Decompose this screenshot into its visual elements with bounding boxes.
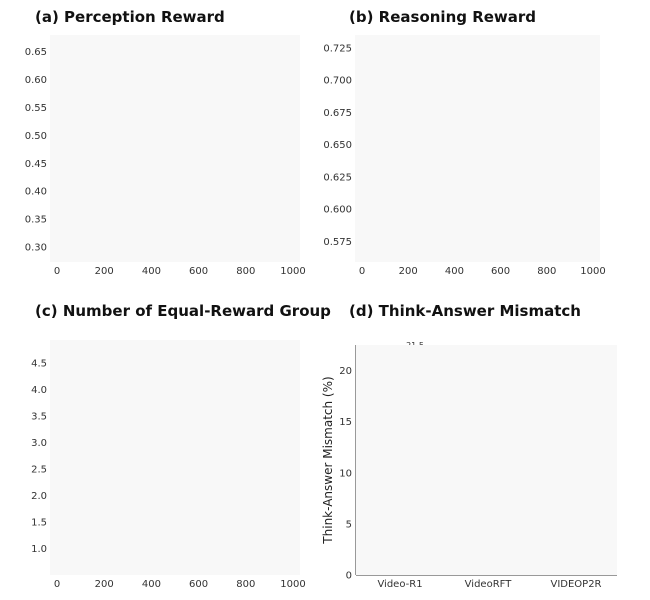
y-axis-label: Think-Answer Mismatch (%) (321, 376, 335, 544)
y-tick-label: 3.5 (31, 411, 47, 422)
y-tick-label: 0.725 (323, 43, 352, 54)
x-tick-label: 400 (445, 266, 464, 277)
x-tick-label: 800 (537, 266, 556, 277)
y-tick-label: 20 (339, 366, 352, 377)
x-tick-label: 1000 (580, 266, 605, 277)
y-tick-label: 2.5 (31, 464, 47, 475)
y-tick-label: 3.0 (31, 438, 47, 449)
title-c: (c) Number of Equal-Reward Group (35, 302, 331, 320)
x-tick-label: VideoRFT (465, 579, 513, 590)
x-tick-label: Video-R1 (377, 579, 422, 590)
y-tick-label: 1.0 (31, 544, 47, 555)
x-tick-label: 1000 (280, 579, 305, 590)
y-tick-label: 0.600 (323, 205, 352, 216)
y-tick-label: 0.50 (25, 131, 47, 142)
y-tick-label: 10 (339, 468, 352, 479)
subplot-a-plot-area (50, 35, 300, 262)
subplot-d-plot-area (356, 345, 617, 575)
y-tick-label: 0.30 (25, 242, 47, 253)
y-tick-label: 15 (339, 417, 352, 428)
x-tick-label: 800 (236, 579, 255, 590)
x-tick-label: 600 (189, 266, 208, 277)
x-tick-label: 1000 (280, 266, 305, 277)
y-tick-label: 0 (346, 571, 352, 582)
y-tick-label: 5 (346, 519, 352, 530)
y-tick-label: 4.0 (31, 385, 47, 396)
title-a: (a) Perception Reward (35, 8, 225, 26)
title-d: (d) Think-Answer Mismatch (349, 302, 581, 320)
title-b: (b) Reasoning Reward (349, 8, 537, 26)
subplot-b-plot-area (355, 35, 600, 262)
subplot-c-plot-area (50, 340, 300, 575)
y-tick-label: 0.650 (323, 140, 352, 151)
y-tick-label: 0.55 (25, 103, 47, 114)
x-tick-label: 0 (54, 579, 60, 590)
y-tick-label: 2.0 (31, 491, 47, 502)
x-tick-label: 400 (142, 266, 161, 277)
x-tick-label: 0 (54, 266, 60, 277)
x-tick-label: VIDEOP2R (550, 579, 601, 590)
x-tick-label: 200 (399, 266, 418, 277)
y-tick-label: 0.625 (323, 172, 352, 183)
y-tick-label: 1.5 (31, 517, 47, 528)
y-tick-label: 0.65 (25, 47, 47, 58)
y-tick-label: 0.35 (25, 215, 47, 226)
x-tick-label: 600 (491, 266, 510, 277)
x-tick-label: 200 (95, 266, 114, 277)
y-tick-label: 0.675 (323, 108, 352, 119)
y-tick-label: 0.45 (25, 159, 47, 170)
y-tick-label: 0.700 (323, 76, 352, 87)
x-tick-label: 600 (189, 579, 208, 590)
y-tick-label: 0.575 (323, 237, 352, 248)
x-tick-label: 0 (359, 266, 365, 277)
x-tick-label: 800 (236, 266, 255, 277)
y-tick-label: 4.5 (31, 358, 47, 369)
x-tick-label: 400 (142, 579, 161, 590)
y-tick-label: 0.40 (25, 187, 47, 198)
y-tick-label: 0.60 (25, 75, 47, 86)
x-tick-label: 200 (95, 579, 114, 590)
